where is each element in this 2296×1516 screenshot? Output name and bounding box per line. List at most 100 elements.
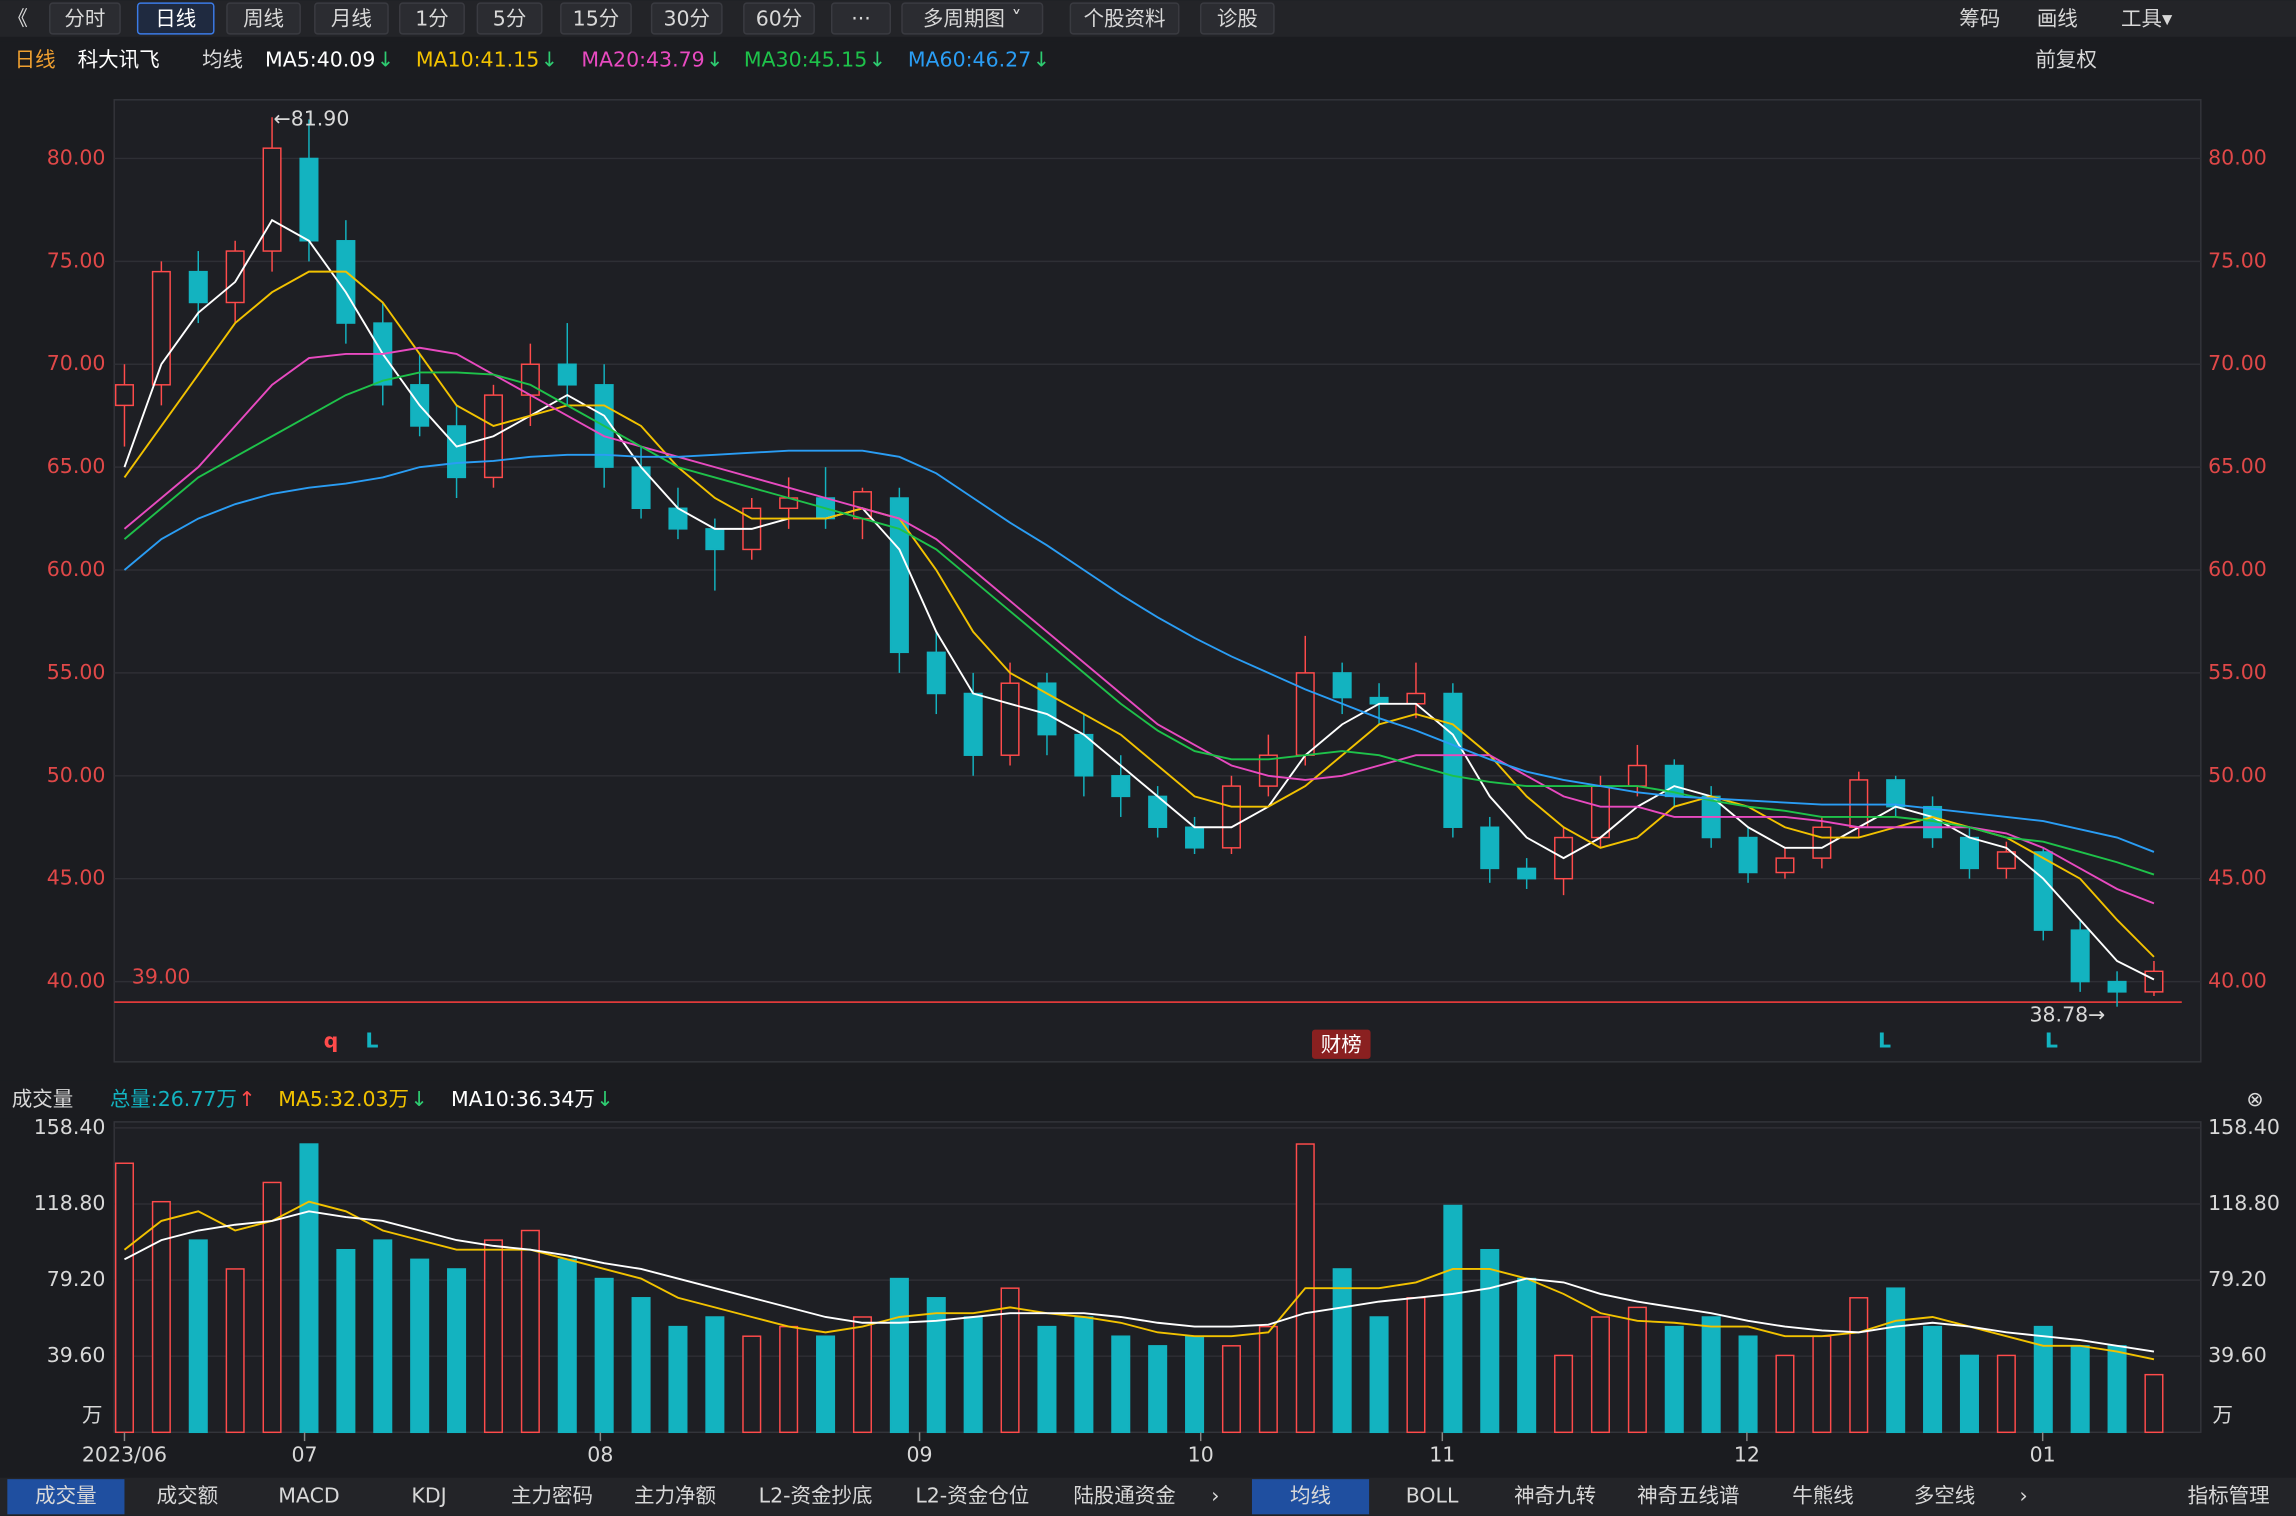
tab[interactable]: 陆股通资金 [1073,1484,1176,1508]
toolbar-button[interactable] [1199,2,1275,35]
volume-bar [1996,1354,2016,1434]
ma-line [123,371,2155,876]
tab[interactable]: 指标管理 [2188,1484,2270,1508]
candle-body [225,250,245,304]
tab[interactable]: KDJ [411,1484,446,1508]
candle-body [520,363,540,396]
tab[interactable]: › [1211,1484,1219,1508]
tab[interactable]: L2-资金仓位 [915,1484,1029,1508]
candle-body [2033,851,2053,931]
tab[interactable]: 牛熊线 [1792,1484,1854,1508]
toolbar-button[interactable] [743,2,815,35]
toolbar-button[interactable] [830,2,892,35]
candle-body [1517,867,1537,880]
volume-bar [1000,1287,1020,1434]
signal-marker[interactable]: L [2045,1028,2058,1052]
volume-bar [1369,1316,1389,1434]
volume-bar [336,1248,356,1434]
toolbar-button[interactable] [650,2,723,35]
tab[interactable]: 主力密码 [511,1484,593,1508]
toolbar-label[interactable]: 周线 [243,6,284,30]
candle-body [1111,775,1131,798]
y-tick-label-right: 45.00 [2208,866,2267,890]
y-tick-label-right: 65.00 [2208,454,2267,478]
tab-selected[interactable] [1251,1479,1370,1515]
badge[interactable]: 财榜 [1321,1033,1362,1057]
ma-legend: MA20:43.79 [581,47,704,71]
volume-bar [1812,1335,1832,1434]
toolbar-label[interactable]: 60分 [756,6,803,30]
candle-body [889,497,909,654]
y-tick-label: 70.00 [47,351,106,375]
toolbar-button[interactable] [901,2,1044,35]
y-tick-label: 158.40 [34,1115,106,1139]
toolbar-label[interactable]: 月线 [331,6,372,30]
close-icon[interactable]: ⊗ [2246,1087,2263,1111]
candle-body [1812,826,1832,859]
volume-bar [1406,1297,1426,1434]
candle-body [1849,779,1869,828]
toolbar-label[interactable]: 《 [7,6,27,30]
signal-marker[interactable]: L [365,1028,378,1052]
toolbar-button[interactable] [399,2,465,35]
y-tick-label-right: 55.00 [2208,660,2267,684]
y-tick-label-right: 118.80 [2208,1191,2280,1215]
volume-bar [447,1268,467,1434]
toolbar-button[interactable] [560,2,632,35]
candle-body [151,270,171,386]
toolbar-label[interactable]: 个股资料 [1084,6,1166,30]
y-tick-label: 75.00 [47,248,106,272]
volume-bar [1554,1354,1574,1434]
tab[interactable]: 多空线 [1914,1484,1976,1508]
ma-trend: ↓ [869,47,886,71]
candle-body [1627,764,1647,787]
toolbar-label[interactable]: 15分 [573,6,620,30]
tab-selected[interactable] [7,1479,125,1515]
tab[interactable]: › [2020,1484,2028,1508]
candle-body [1738,836,1758,874]
tab[interactable]: 主力净额 [634,1484,716,1508]
toolbar-button[interactable] [476,2,543,35]
y-tick-label-right: 80.00 [2208,145,2267,169]
tab-bar [0,1477,2296,1516]
volume-bar [1775,1354,1795,1434]
toolbar-label[interactable]: ··· [851,6,871,30]
candle-body [299,157,319,242]
volume-bar [2144,1373,2164,1434]
tab[interactable]: 神奇五线谱 [1637,1484,1740,1508]
toolbar-label[interactable]: 多周期图 ˅ [923,6,1022,30]
toolbar-label[interactable]: 诊股 [1217,6,1258,30]
toolbar-label[interactable]: 工具▾ [2121,6,2173,30]
toolbar-label[interactable]: 30分 [663,6,710,30]
toolbar-label[interactable]: 筹码 [1959,6,2000,30]
candle-body [2144,970,2164,993]
volume-ma-line [123,1200,2155,1361]
badge-bg[interactable] [1312,1029,1371,1059]
signal-marker[interactable]: q [324,1028,339,1052]
toolbar-label[interactable]: 5分 [493,6,527,30]
tab[interactable]: BOLL [1406,1484,1459,1508]
period-label: 日线 [15,47,56,71]
candle-body [557,363,577,386]
volume-legend-bar [0,1080,2296,1119]
tab[interactable]: 均线 [1290,1484,1331,1508]
tab[interactable]: 成交额 [157,1484,219,1508]
toolbar-button[interactable] [49,2,121,35]
toolbar-label[interactable]: 日线 [155,6,196,30]
toolbar-label[interactable]: 分时 [64,6,105,30]
toolbar-label[interactable]: 1分 [415,6,449,30]
tab[interactable]: 神奇九转 [1514,1484,1596,1508]
tab[interactable]: L2-资金抄底 [759,1484,873,1508]
toolbar-button[interactable] [226,2,301,35]
candle-body [2070,929,2090,983]
signal-marker[interactable]: L [1878,1028,1891,1052]
toolbar-button[interactable] [1069,2,1180,35]
toolbar-button[interactable] [314,2,389,35]
tab[interactable]: 成交量 [35,1484,97,1508]
volume-bar [1185,1335,1205,1434]
tab[interactable]: MACD [278,1484,339,1508]
toolbar-button[interactable] [136,2,215,35]
toolbar-label[interactable]: 画线 [2037,6,2078,30]
adjust-label[interactable]: 前复权 [2035,47,2097,71]
volume-ma-trend: ↓ [411,1087,428,1111]
